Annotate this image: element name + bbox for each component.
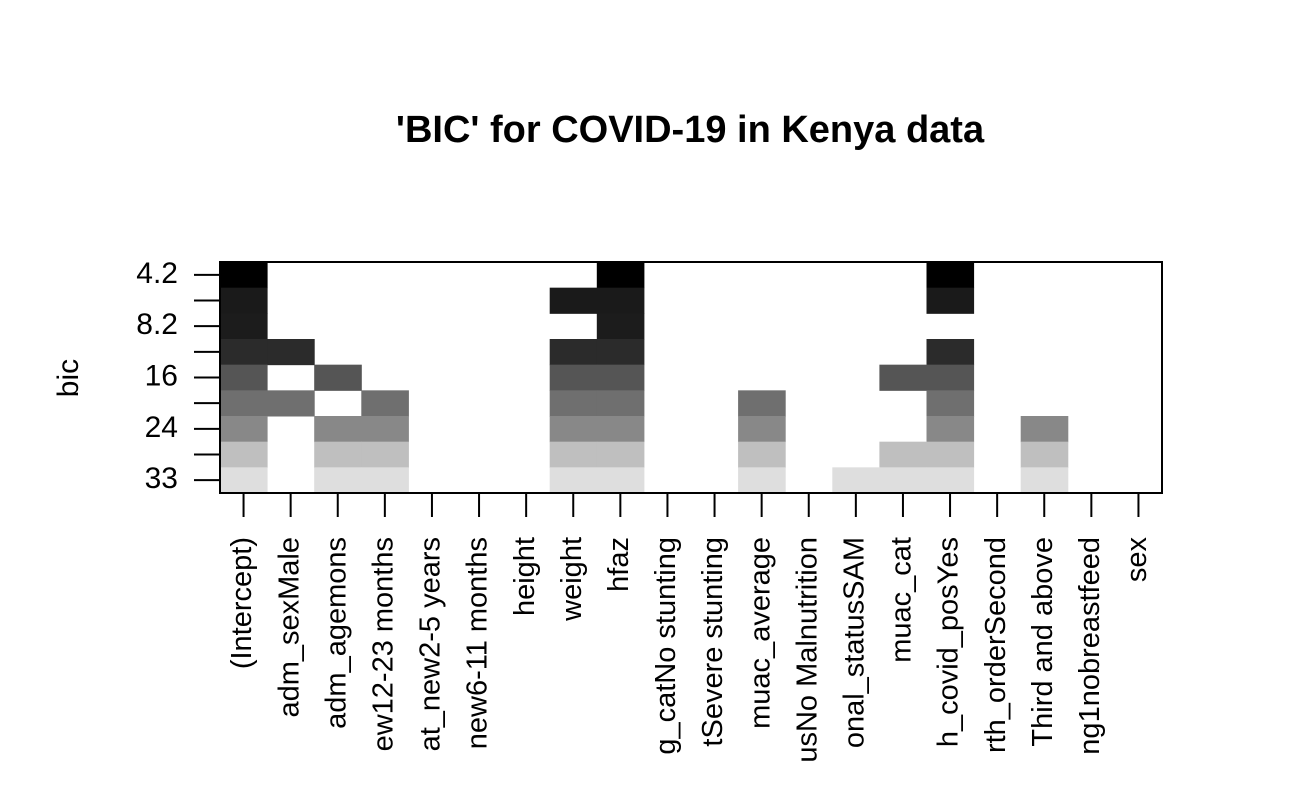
x-tick-label: rth_orderSecond (980, 537, 1012, 753)
x-tick-label: adm_sexMale (273, 537, 305, 718)
cell (596, 364, 645, 391)
cell (549, 287, 598, 314)
x-tick-label: hfaz (603, 537, 635, 592)
cell (220, 262, 268, 289)
cell (220, 441, 268, 468)
x-tick-label: g_catNo stunting (650, 537, 682, 755)
cell (926, 364, 975, 391)
x-tick-label: adm_agemons (320, 537, 352, 729)
cell (879, 364, 927, 391)
cell (596, 339, 645, 366)
x-tick-label: muac_cat (886, 537, 918, 663)
x-tick-label: height (509, 537, 541, 616)
x-tick-label: h_covid_posYes (933, 537, 965, 747)
chart-title: 'BIC' for COVID-19 in Kenya data (396, 109, 985, 151)
cell (926, 467, 975, 494)
cell (596, 416, 645, 443)
cell (220, 313, 268, 340)
cell (596, 313, 645, 340)
cell (879, 441, 927, 468)
cell (926, 287, 975, 314)
cell (1020, 416, 1069, 443)
cell (220, 390, 268, 417)
cell (926, 339, 975, 366)
cell (738, 390, 786, 417)
y-tick-label: 4.2 (136, 257, 178, 290)
cell (1020, 441, 1069, 468)
cell (314, 364, 362, 391)
x-tick-label: (Intercept) (226, 537, 258, 669)
cell (361, 390, 409, 417)
x-tick-label: usNo Malnutrition (791, 537, 823, 763)
x-tick-label: onal_statusSAM (839, 537, 871, 748)
cell (926, 441, 975, 468)
x-tick-label: weight (556, 537, 588, 622)
cell (738, 416, 786, 443)
x-tick-label: at_new2-5 years (415, 537, 447, 751)
cell (220, 364, 268, 391)
cell (1020, 467, 1069, 494)
y-tick-label: 33 (145, 462, 178, 495)
cell (738, 467, 786, 494)
cell (220, 416, 268, 443)
y-tick-label: 16 (145, 359, 178, 392)
x-tick-label: new6-11 months (462, 537, 494, 749)
x-tick-label: tSevere stunting (697, 537, 729, 747)
cell (549, 441, 598, 468)
cell (549, 467, 598, 494)
cell (361, 441, 409, 468)
cell (596, 467, 645, 494)
cell (596, 390, 645, 417)
cell (361, 416, 409, 443)
cell (596, 262, 645, 289)
cell (220, 287, 268, 314)
x-tick-label: ng1nobreastfeed (1074, 537, 1106, 755)
cell (220, 467, 268, 494)
cell (220, 339, 268, 366)
cell (361, 467, 409, 494)
cell (549, 364, 598, 391)
y-tick-label: 8.2 (136, 308, 178, 341)
cell (549, 390, 598, 417)
cell (926, 390, 975, 417)
cell (832, 467, 880, 494)
cell (549, 339, 598, 366)
y-axis-label: bic (52, 359, 85, 397)
x-tick-label: ew12-23 months (368, 537, 400, 751)
cell (596, 287, 645, 314)
cell (926, 416, 975, 443)
x-tick-label: muac_average (744, 537, 776, 729)
cell (926, 262, 975, 289)
cell (267, 339, 315, 366)
cell (314, 441, 362, 468)
cell (267, 390, 315, 417)
x-tick-label: sex (1121, 537, 1153, 583)
y-tick-label: 24 (145, 411, 178, 444)
cell (549, 416, 598, 443)
x-tick-label: Third and above (1027, 537, 1059, 747)
cell (738, 441, 786, 468)
cell (879, 467, 927, 494)
cell (596, 441, 645, 468)
cell (314, 467, 362, 494)
cell (314, 416, 362, 443)
